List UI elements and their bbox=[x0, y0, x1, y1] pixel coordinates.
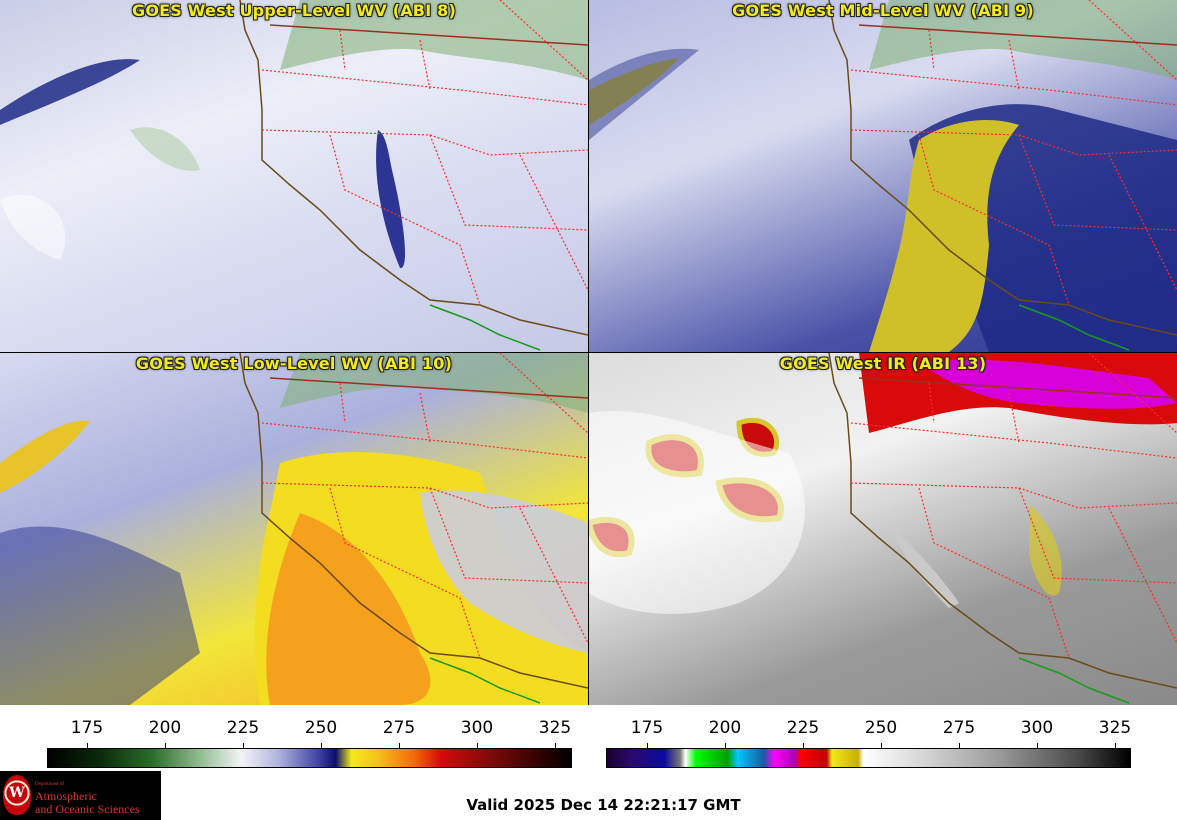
low-level-wv-panel: GOES West Low-Level WV (ABI 10) bbox=[0, 353, 588, 705]
colorbar-tick bbox=[1037, 743, 1038, 748]
colorbar-tick bbox=[555, 743, 556, 748]
colorbar-tick-label: 325 bbox=[538, 718, 572, 738]
logo-dept: Department of bbox=[35, 782, 65, 787]
colorbar-tick bbox=[87, 743, 88, 748]
colorbar-tick-label: 275 bbox=[942, 718, 976, 738]
aos-logo[interactable]: W Department of Atmospheric and Oceanic … bbox=[0, 771, 161, 820]
colorbar-tick bbox=[803, 743, 804, 748]
colorbar-tick-label: 175 bbox=[630, 718, 664, 738]
colorbar-tick bbox=[959, 743, 960, 748]
colorbar-tick-label: 175 bbox=[70, 718, 104, 738]
colorbar-tick bbox=[647, 743, 648, 748]
mid-level-wv-panel: GOES West Mid-Level WV (ABI 9) bbox=[589, 0, 1177, 352]
seal-letter: W bbox=[9, 785, 25, 801]
ir-panel: GOES West IR (ABI 13) bbox=[589, 353, 1177, 705]
panel-title: GOES West Mid-Level WV (ABI 9) bbox=[732, 1, 1034, 20]
colorbar-tick-label: 200 bbox=[148, 718, 182, 738]
colorbar-tick-label: 275 bbox=[382, 718, 416, 738]
upper-level-wv-panel: GOES West Upper-Level WV (ABI 8) bbox=[0, 0, 588, 352]
wv-colorbar bbox=[47, 748, 572, 768]
colorbar-tick bbox=[1115, 743, 1116, 748]
colorbar-tick bbox=[881, 743, 882, 748]
colorbar-tick-label: 225 bbox=[786, 718, 820, 738]
colorbar-tick bbox=[165, 743, 166, 748]
ir-image bbox=[589, 353, 1177, 704]
colorbar-tick bbox=[399, 743, 400, 748]
colorbar-tick bbox=[725, 743, 726, 748]
colorbar-tick bbox=[243, 743, 244, 748]
low-level-wv-image bbox=[0, 353, 588, 705]
ir-colorbar bbox=[606, 748, 1131, 768]
logo-line2: and Oceanic Sciences bbox=[35, 802, 140, 816]
colorbar-tick bbox=[321, 743, 322, 748]
colorbar-tick-label: 325 bbox=[1098, 718, 1132, 738]
colorbar-tick bbox=[477, 743, 478, 748]
colorbar-tick-label: 300 bbox=[1020, 718, 1054, 738]
upper-level-wv-image bbox=[0, 0, 588, 351]
panel-title: GOES West Low-Level WV (ABI 10) bbox=[135, 354, 453, 373]
mid-level-wv-image bbox=[589, 0, 1177, 352]
panel-title: GOES West Upper-Level WV (ABI 8) bbox=[132, 1, 456, 20]
panel-divider-horizontal bbox=[0, 352, 1177, 353]
colorbar-tick-label: 250 bbox=[864, 718, 898, 738]
colorbar-tick-label: 300 bbox=[460, 718, 494, 738]
uw-seal-icon bbox=[3, 775, 31, 815]
logo-line1: Atmospheric bbox=[35, 789, 97, 803]
colorbar-tick-label: 200 bbox=[708, 718, 742, 738]
colorbar-tick-label: 250 bbox=[304, 718, 338, 738]
panel-title: GOES West IR (ABI 13) bbox=[779, 354, 987, 373]
valid-time: Valid 2025 Dec 14 22:21:17 GMT bbox=[466, 796, 741, 814]
colorbar-tick-label: 225 bbox=[226, 718, 260, 738]
